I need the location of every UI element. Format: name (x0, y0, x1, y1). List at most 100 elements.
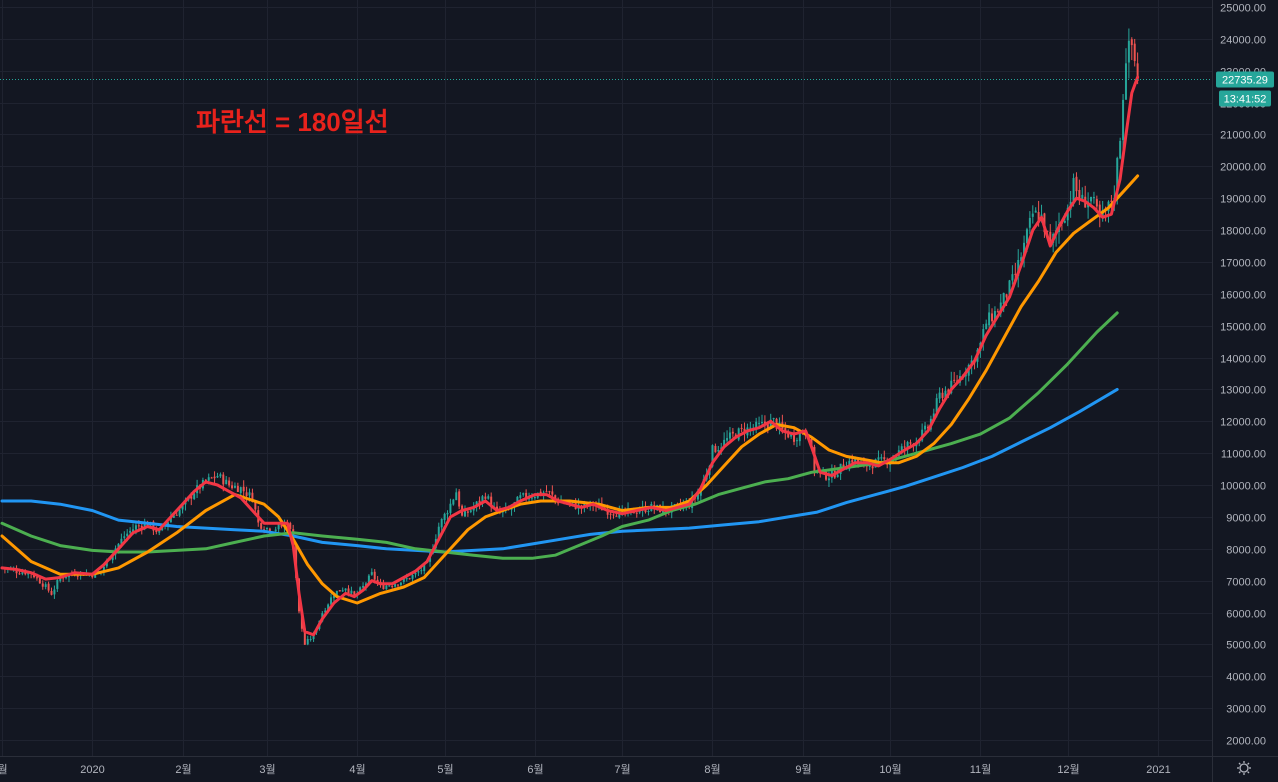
candle-body (408, 578, 411, 580)
candle-body (458, 491, 461, 507)
candle-body (367, 575, 370, 585)
x-tick-label: 3월 (259, 763, 275, 776)
candle-body (938, 392, 941, 399)
candle-body (525, 492, 528, 499)
candle-body (417, 571, 420, 573)
candle-body (397, 584, 400, 586)
candle-body (880, 457, 883, 459)
ma-line-0 (0, 75, 1140, 637)
y-axis[interactable]: 2000.00 3000.00 4000.00 5000.00 6000.00 7000.… (1212, 0, 1278, 782)
x-tick-label: 10월 (879, 763, 901, 776)
candle-body (402, 578, 405, 582)
candle-body (251, 492, 254, 503)
candle-body (1092, 197, 1095, 199)
y-axis-bg (1212, 0, 1278, 782)
candle-body (280, 524, 283, 527)
y-tick-label: 13000.00 (1220, 385, 1266, 397)
candle-body (213, 476, 216, 479)
x-tick-label: 7월 (614, 763, 630, 776)
candle-body (388, 585, 391, 587)
y-tick-label: 20000.00 (1220, 162, 1266, 174)
candle-body (1136, 63, 1139, 81)
candle-body (545, 491, 548, 493)
x-tick-label: 6월 (527, 763, 543, 776)
candle-body (714, 445, 717, 453)
candle-body (877, 457, 880, 460)
x-tick-label: 8월 (704, 763, 720, 776)
candle-body (327, 604, 330, 610)
candle-body (239, 487, 242, 493)
candle-body (344, 588, 347, 591)
last-price-label: 22735.29 (1222, 75, 1268, 87)
candle-body (1028, 217, 1031, 228)
settings-gear-icon[interactable] (1237, 761, 1251, 775)
candle-body (985, 323, 988, 330)
candle-body (35, 577, 38, 579)
x-axis[interactable]: 월 2020 2월 3월 4월 5월 6월 7월 8월 9월 10월 11월 12월 2021 (0, 756, 1278, 782)
candle-body (484, 496, 487, 499)
y-tick-label: 7000.00 (1226, 577, 1266, 589)
y-tick-label: 12000.00 (1220, 417, 1266, 429)
candle-body (455, 492, 458, 501)
x-tick-label: 2020 (80, 764, 104, 776)
candle-body (900, 446, 903, 452)
candle-body (798, 431, 801, 442)
candle-body (18, 573, 21, 575)
candlesticks (1, 28, 1139, 646)
candle-body (548, 491, 551, 493)
candle-body (347, 588, 350, 594)
candle-body (554, 495, 557, 499)
candle-body (1110, 200, 1113, 203)
candle-body (335, 590, 338, 597)
candle-body (399, 582, 402, 585)
candle-body (1002, 292, 1005, 305)
y-tick-label: 25000.00 (1220, 3, 1266, 15)
candle-body (1020, 257, 1023, 262)
x-tick-label: 11월 (970, 763, 992, 776)
candle-body (341, 590, 344, 592)
candle-body (56, 580, 59, 589)
candle-body (827, 478, 830, 481)
candle-body (123, 536, 126, 538)
candle-body (635, 512, 638, 514)
candle-body (903, 446, 906, 448)
y-tick-label: 10000.00 (1220, 481, 1266, 493)
candle-body (490, 496, 493, 508)
moving-average-lines (0, 75, 1140, 637)
candle-body (868, 465, 871, 467)
candle-body (964, 374, 967, 377)
candle-body (606, 509, 609, 515)
candle-body (522, 493, 525, 495)
candle-body (906, 442, 909, 448)
candle-body (207, 477, 210, 481)
candle-body (726, 438, 729, 441)
candle-body (50, 590, 53, 595)
candle-body (854, 458, 857, 464)
candle-body (15, 570, 18, 574)
candle-body (446, 512, 449, 515)
candle-body (132, 529, 135, 532)
candle-body (1095, 199, 1098, 207)
y-tick-label: 11000.00 (1221, 449, 1266, 461)
candle-body (478, 500, 481, 503)
candle-body (487, 496, 490, 499)
candle-body (1011, 274, 1014, 281)
candle-body (1133, 43, 1136, 62)
candle-body (137, 525, 140, 527)
candle-body (612, 514, 615, 516)
grid-lines (0, 0, 1212, 756)
candle-body (210, 477, 213, 479)
candle-body (370, 572, 373, 575)
candle-body (216, 475, 219, 478)
candle-body (353, 591, 356, 596)
candle-body (44, 584, 47, 587)
candle-body (1014, 273, 1017, 275)
candle-body (449, 503, 452, 513)
y-tick-label: 3000.00 (1226, 704, 1266, 716)
y-tick-label: 24000.00 (1220, 35, 1266, 47)
x-tick-label: 5월 (437, 763, 453, 776)
candle-body (414, 572, 417, 575)
x-tick-label: 월 (0, 763, 8, 776)
candle-body (38, 578, 41, 584)
